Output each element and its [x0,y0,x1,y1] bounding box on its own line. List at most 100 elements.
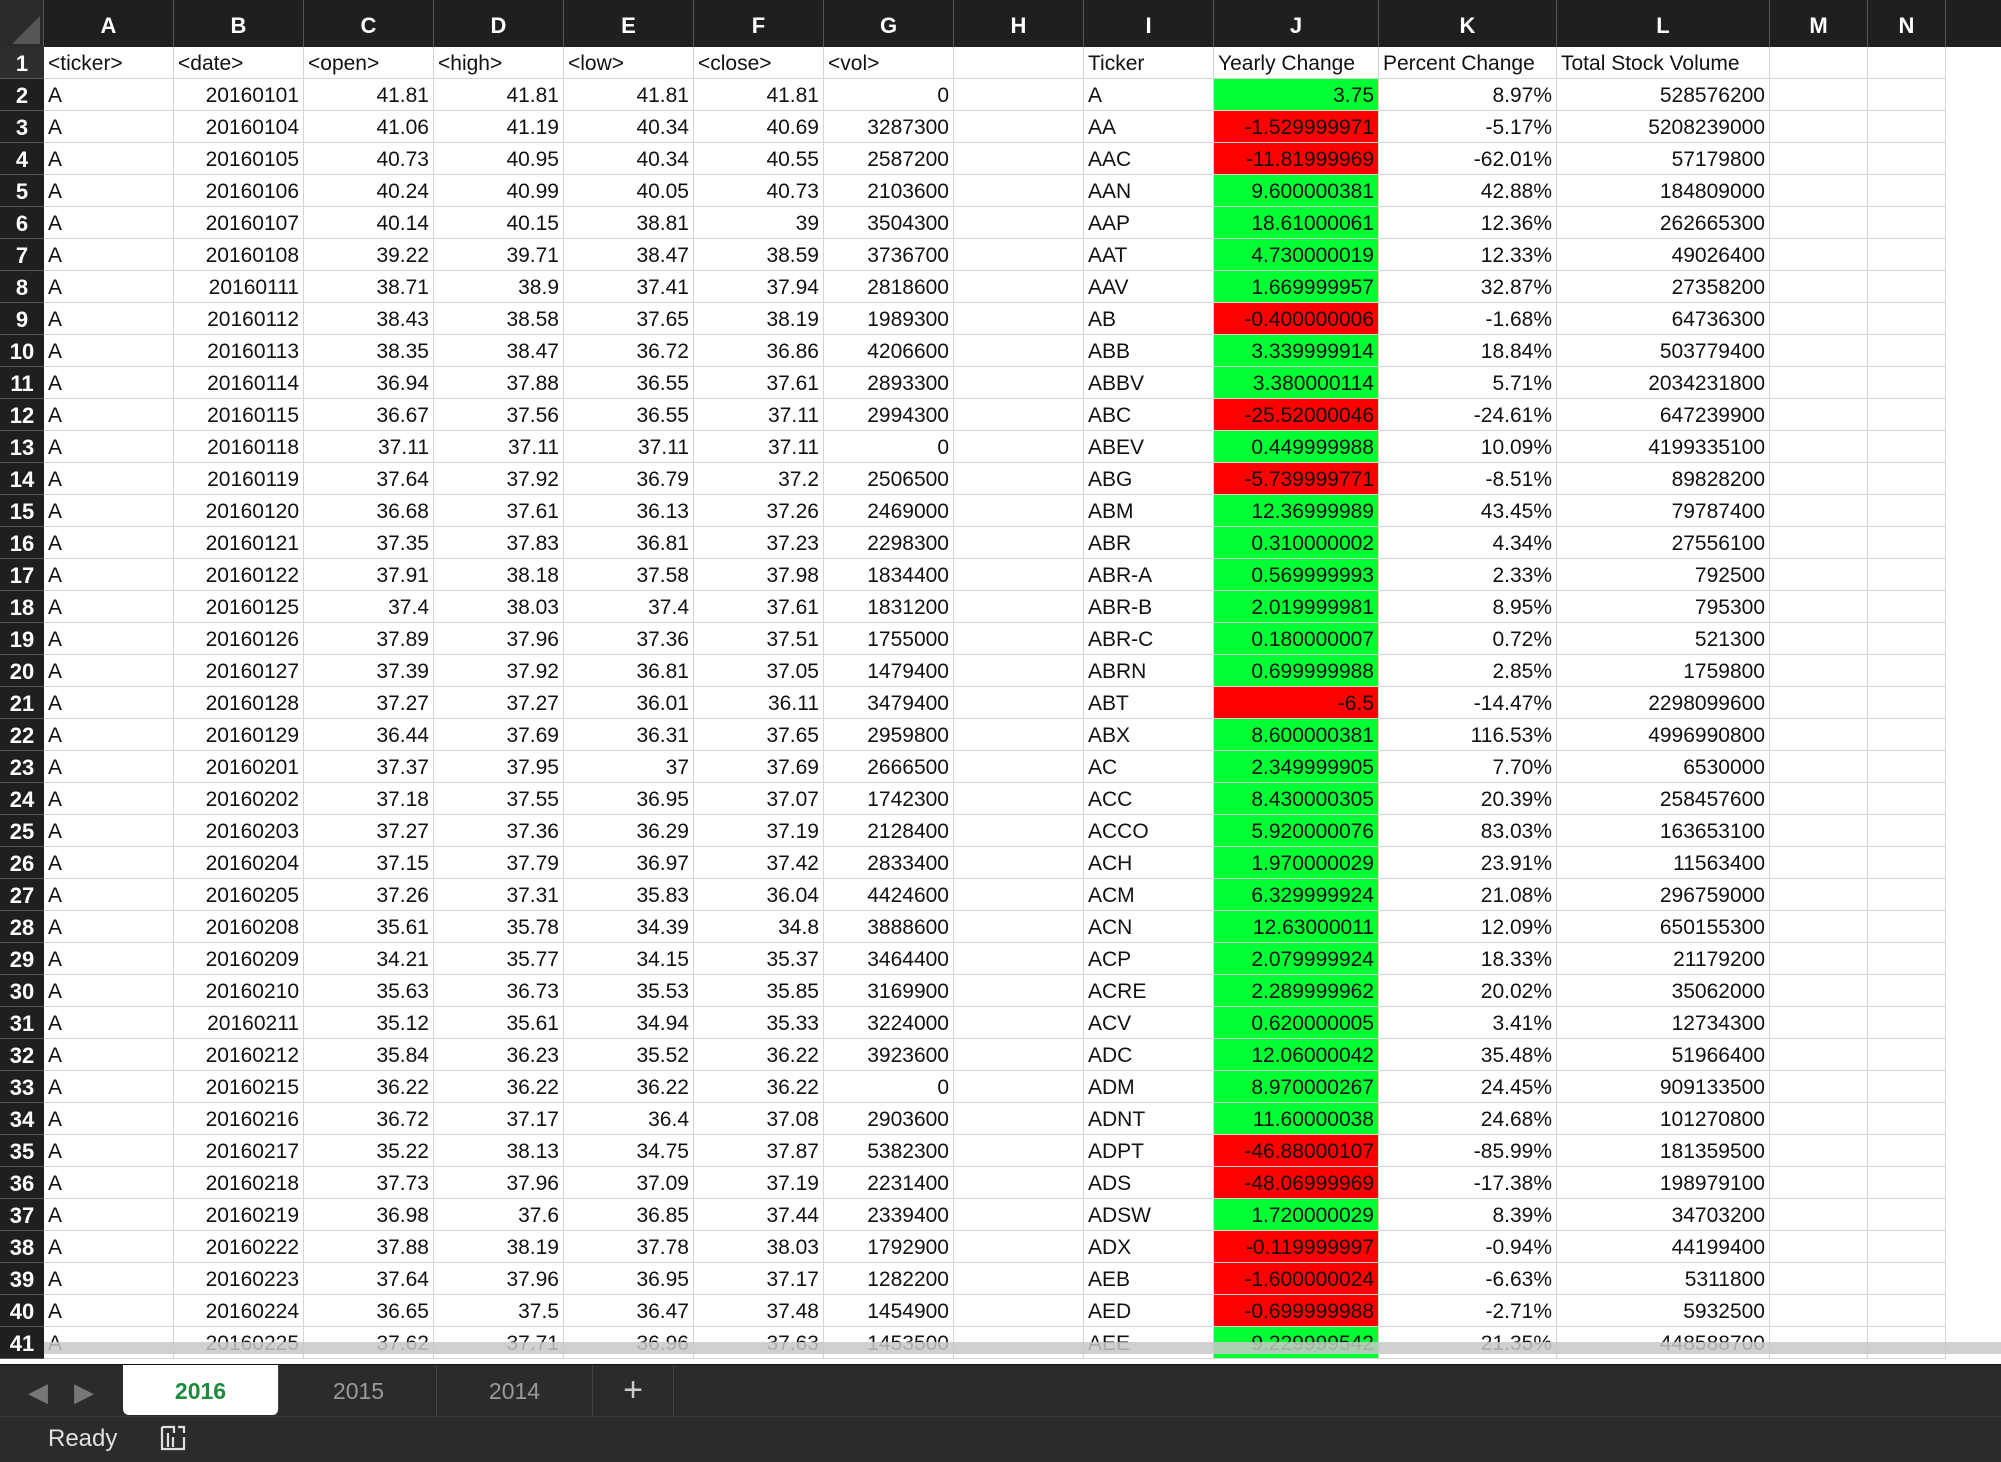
cell-b13[interactable]: 20160118 [174,431,304,463]
cell-i14[interactable]: ABG [1084,463,1214,495]
cell-m24[interactable] [1770,783,1868,815]
cell-i7[interactable]: AAT [1084,239,1214,271]
row-header[interactable]: 2 [0,79,44,111]
cell-g7[interactable]: 3736700 [824,239,954,271]
cell-n38[interactable] [1868,1231,1946,1263]
row-header[interactable]: 5 [0,175,44,207]
cell-g26[interactable]: 2833400 [824,847,954,879]
cell-f1[interactable]: <close> [694,47,824,79]
cell-k24[interactable]: 20.39% [1379,783,1557,815]
cell-h21[interactable] [954,687,1084,719]
cell-d32[interactable]: 36.23 [434,1039,564,1071]
cell-n28[interactable] [1868,911,1946,943]
cell-i5[interactable]: AAN [1084,175,1214,207]
column-header-i[interactable]: I [1084,0,1214,47]
cell-j23[interactable]: 2.349999905 [1214,751,1379,783]
row-header[interactable]: 29 [0,943,44,975]
cell-n24[interactable] [1868,783,1946,815]
cell-b23[interactable]: 20160201 [174,751,304,783]
cell-a32[interactable]: A [44,1039,174,1071]
row-header[interactable]: 21 [0,687,44,719]
cell-i36[interactable]: ADS [1084,1167,1214,1199]
cell-l35[interactable]: 181359500 [1557,1135,1770,1167]
cell-g32[interactable]: 3923600 [824,1039,954,1071]
cell-k3[interactable]: -5.17% [1379,111,1557,143]
cell-h35[interactable] [954,1135,1084,1167]
cell-k14[interactable]: -8.51% [1379,463,1557,495]
cell-c16[interactable]: 37.35 [304,527,434,559]
cell-m12[interactable] [1770,399,1868,431]
cell-k40[interactable]: -2.71% [1379,1295,1557,1327]
cell-m15[interactable] [1770,495,1868,527]
cell-h4[interactable] [954,143,1084,175]
cell-i23[interactable]: AC [1084,751,1214,783]
cell-g17[interactable]: 1834400 [824,559,954,591]
cell-n12[interactable] [1868,399,1946,431]
cell-a13[interactable]: A [44,431,174,463]
column-header-g[interactable]: G [824,0,954,47]
cell-d38[interactable]: 38.19 [434,1231,564,1263]
cell-k12[interactable]: -24.61% [1379,399,1557,431]
cell-i1[interactable]: Ticker [1084,47,1214,79]
cell-i26[interactable]: ACH [1084,847,1214,879]
cell-m11[interactable] [1770,367,1868,399]
cell-c18[interactable]: 37.4 [304,591,434,623]
cell-m18[interactable] [1770,591,1868,623]
cell-b39[interactable]: 20160223 [174,1263,304,1295]
cell-b37[interactable]: 20160219 [174,1199,304,1231]
cell-b4[interactable]: 20160105 [174,143,304,175]
cell-b6[interactable]: 20160107 [174,207,304,239]
cell-b22[interactable]: 20160129 [174,719,304,751]
cell-k20[interactable]: 2.85% [1379,655,1557,687]
cell-g34[interactable]: 2903600 [824,1103,954,1135]
cell-e15[interactable]: 36.13 [564,495,694,527]
cell-l5[interactable]: 184809000 [1557,175,1770,207]
cell-m26[interactable] [1770,847,1868,879]
cell-j29[interactable]: 2.079999924 [1214,943,1379,975]
cell-k1[interactable]: Percent Change [1379,47,1557,79]
cell-a17[interactable]: A [44,559,174,591]
cell-e29[interactable]: 34.15 [564,943,694,975]
cell-d13[interactable]: 37.11 [434,431,564,463]
cell-f17[interactable]: 37.98 [694,559,824,591]
cell-e37[interactable]: 36.85 [564,1199,694,1231]
row-header[interactable]: 10 [0,335,44,367]
cell-h23[interactable] [954,751,1084,783]
cell-m27[interactable] [1770,879,1868,911]
cell-l33[interactable]: 909133500 [1557,1071,1770,1103]
cell-m35[interactable] [1770,1135,1868,1167]
cell-a23[interactable]: A [44,751,174,783]
cell-l20[interactable]: 1759800 [1557,655,1770,687]
cell-j30[interactable]: 2.289999962 [1214,975,1379,1007]
cell-c33[interactable]: 36.22 [304,1071,434,1103]
cell-c22[interactable]: 36.44 [304,719,434,751]
cell-e33[interactable]: 36.22 [564,1071,694,1103]
cell-b10[interactable]: 20160113 [174,335,304,367]
cell-h13[interactable] [954,431,1084,463]
cell-e31[interactable]: 34.94 [564,1007,694,1039]
row-header[interactable]: 16 [0,527,44,559]
cell-b35[interactable]: 20160217 [174,1135,304,1167]
cell-i29[interactable]: ACP [1084,943,1214,975]
cell-n23[interactable] [1868,751,1946,783]
cell-e27[interactable]: 35.83 [564,879,694,911]
tab-2016[interactable]: 2016 [123,1365,279,1415]
cell-m28[interactable] [1770,911,1868,943]
cell-h8[interactable] [954,271,1084,303]
cell-j6[interactable]: 18.61000061 [1214,207,1379,239]
cell-j20[interactable]: 0.699999988 [1214,655,1379,687]
cell-e18[interactable]: 37.4 [564,591,694,623]
row-header[interactable]: 12 [0,399,44,431]
cell-d29[interactable]: 35.77 [434,943,564,975]
cell-b11[interactable]: 20160114 [174,367,304,399]
cell-g27[interactable]: 4424600 [824,879,954,911]
cell-k38[interactable]: -0.94% [1379,1231,1557,1263]
cell-a28[interactable]: A [44,911,174,943]
row-header[interactable]: 3 [0,111,44,143]
cell-j17[interactable]: 0.569999993 [1214,559,1379,591]
cell-c9[interactable]: 38.43 [304,303,434,335]
cell-m13[interactable] [1770,431,1868,463]
cell-l26[interactable]: 11563400 [1557,847,1770,879]
cell-a27[interactable]: A [44,879,174,911]
cell-a4[interactable]: A [44,143,174,175]
